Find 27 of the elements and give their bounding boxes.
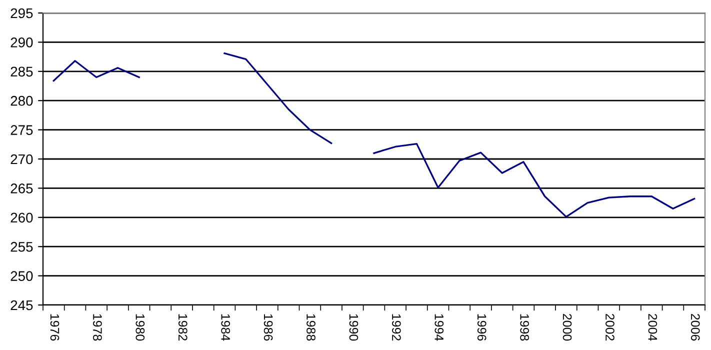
x-tick-label: 2006	[690, 314, 700, 341]
x-tick-label: 1980	[136, 314, 145, 341]
x-tick-label: 1984	[221, 314, 230, 341]
y-tick-label: 255	[10, 242, 33, 252]
y-tick-label: 275	[10, 125, 33, 135]
y-tick-label: 245	[10, 300, 33, 310]
x-tick-label: 1994	[434, 314, 444, 341]
x-tick-label: 2002	[606, 314, 614, 341]
y-tick-label: 250	[10, 271, 33, 281]
y-tick-label: 260	[10, 212, 33, 223]
y-tick-label: 295	[10, 8, 33, 18]
x-tick-label: 1996	[477, 314, 486, 341]
y-tick-label: 265	[10, 184, 33, 194]
x-tick-label: 1978	[93, 314, 102, 341]
x-tick-label: 1992	[392, 314, 401, 341]
y-tick-label: 285	[10, 66, 33, 77]
x-tick-label: 1976	[50, 314, 60, 341]
x-tick-label: 2004	[648, 314, 658, 341]
x-tick-label: 1990	[349, 314, 358, 341]
y-tick-label: 280	[10, 96, 33, 106]
x-tick-label: 1982	[178, 314, 188, 341]
y-tick-label: 290	[10, 38, 33, 48]
y-tick-label: 270	[10, 154, 33, 164]
x-tick-label: 1998	[520, 314, 529, 341]
x-tick-label: 1988	[306, 314, 316, 341]
x-tick-label: 1986	[264, 314, 273, 341]
x-tick-label: 2000	[562, 314, 572, 341]
